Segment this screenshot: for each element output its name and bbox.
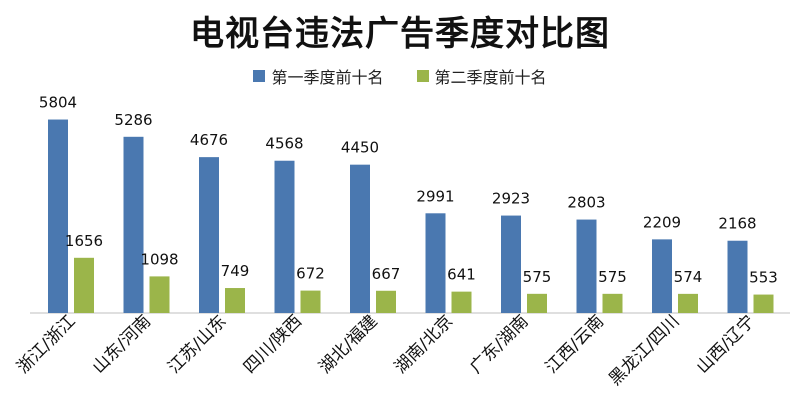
legend-item-series-2: 第二季度前十名 (416, 64, 547, 88)
legend-label-series-1: 第一季度前十名 (271, 68, 384, 87)
x-tick-label-7: 广东/湖南 (466, 311, 532, 377)
bar-series-1-9 (652, 239, 672, 313)
data-label-series-1-4: 4568 (265, 135, 303, 153)
bar-series-1-5 (350, 164, 370, 313)
data-label-series-2-8: 575 (598, 268, 627, 286)
data-label-series-2-5: 667 (372, 265, 401, 283)
x-tick-label-10: 山西/辽宁 (693, 311, 759, 377)
bar-series-2-5 (376, 290, 396, 313)
bar-series-2-4 (300, 290, 321, 313)
data-label-series-1-7: 2923 (492, 190, 530, 208)
legend-swatch-series-2 (416, 70, 429, 82)
data-label-series-2-7: 575 (523, 268, 552, 286)
bar-series-2-7 (527, 293, 547, 313)
legend-item-series-1: 第一季度前十名 (253, 64, 383, 88)
x-tick-label-8: 江西/云南 (542, 311, 608, 377)
x-tick-label-4: 四川/陕西 (240, 311, 306, 377)
legend-swatch-series-1 (253, 70, 266, 82)
data-label-series-2-10: 553 (749, 269, 778, 287)
data-label-series-2-4: 672 (296, 265, 325, 283)
bar-series-2-3 (225, 288, 245, 313)
data-label-series-1-5: 4450 (341, 139, 379, 157)
bar-series-1-6 (425, 213, 446, 313)
data-label-series-2-9: 574 (674, 268, 703, 286)
data-label-series-2-6: 641 (447, 266, 476, 284)
data-label-series-1-6: 2991 (416, 187, 454, 205)
bar-series-1-4 (274, 160, 295, 313)
data-label-series-1-8: 2803 (567, 194, 605, 212)
bar-series-1-7 (501, 215, 521, 313)
x-tick-label-1: 浙江/浙江 (13, 311, 79, 377)
x-tick-label-2: 山东/河南 (89, 311, 155, 377)
legend-label-series-2: 第二季度前十名 (434, 68, 547, 87)
bar-series-2-9 (678, 293, 698, 313)
x-tick-label-3: 江苏/山东 (164, 311, 230, 377)
bar-series-1-2 (123, 136, 144, 313)
bar-series-1-8 (576, 219, 597, 313)
x-tick-label-9: 黑龙江/四川 (605, 311, 683, 389)
chart-title: 电视台违法广告季度对比图 (190, 14, 610, 54)
bar-series-1-3 (199, 157, 219, 313)
data-label-series-1-2: 5286 (114, 111, 152, 129)
data-label-series-1-10: 2168 (718, 215, 756, 233)
data-label-series-2-1: 1656 (65, 232, 103, 250)
data-label-series-1-9: 2209 (643, 213, 681, 231)
data-label-series-1-1: 5804 (39, 94, 77, 112)
bar-series-1-10 (727, 240, 748, 313)
legend: 第一季度前十名 第二季度前十名 (0, 64, 800, 88)
data-label-series-2-2: 1098 (140, 250, 178, 268)
bar-series-2-1 (74, 257, 94, 313)
x-tick-label-6: 湖南/北京 (391, 311, 457, 377)
bar-series-1-1 (48, 119, 68, 314)
bar-series-2-2 (149, 276, 170, 313)
x-tick-label-5: 湖北/福建 (315, 311, 381, 377)
bar-series-2-8 (602, 293, 623, 313)
bar-series-2-6 (451, 291, 472, 313)
data-label-series-1-3: 4676 (190, 131, 228, 149)
data-label-series-2-3: 749 (221, 262, 250, 280)
bar-series-2-10 (753, 294, 774, 313)
